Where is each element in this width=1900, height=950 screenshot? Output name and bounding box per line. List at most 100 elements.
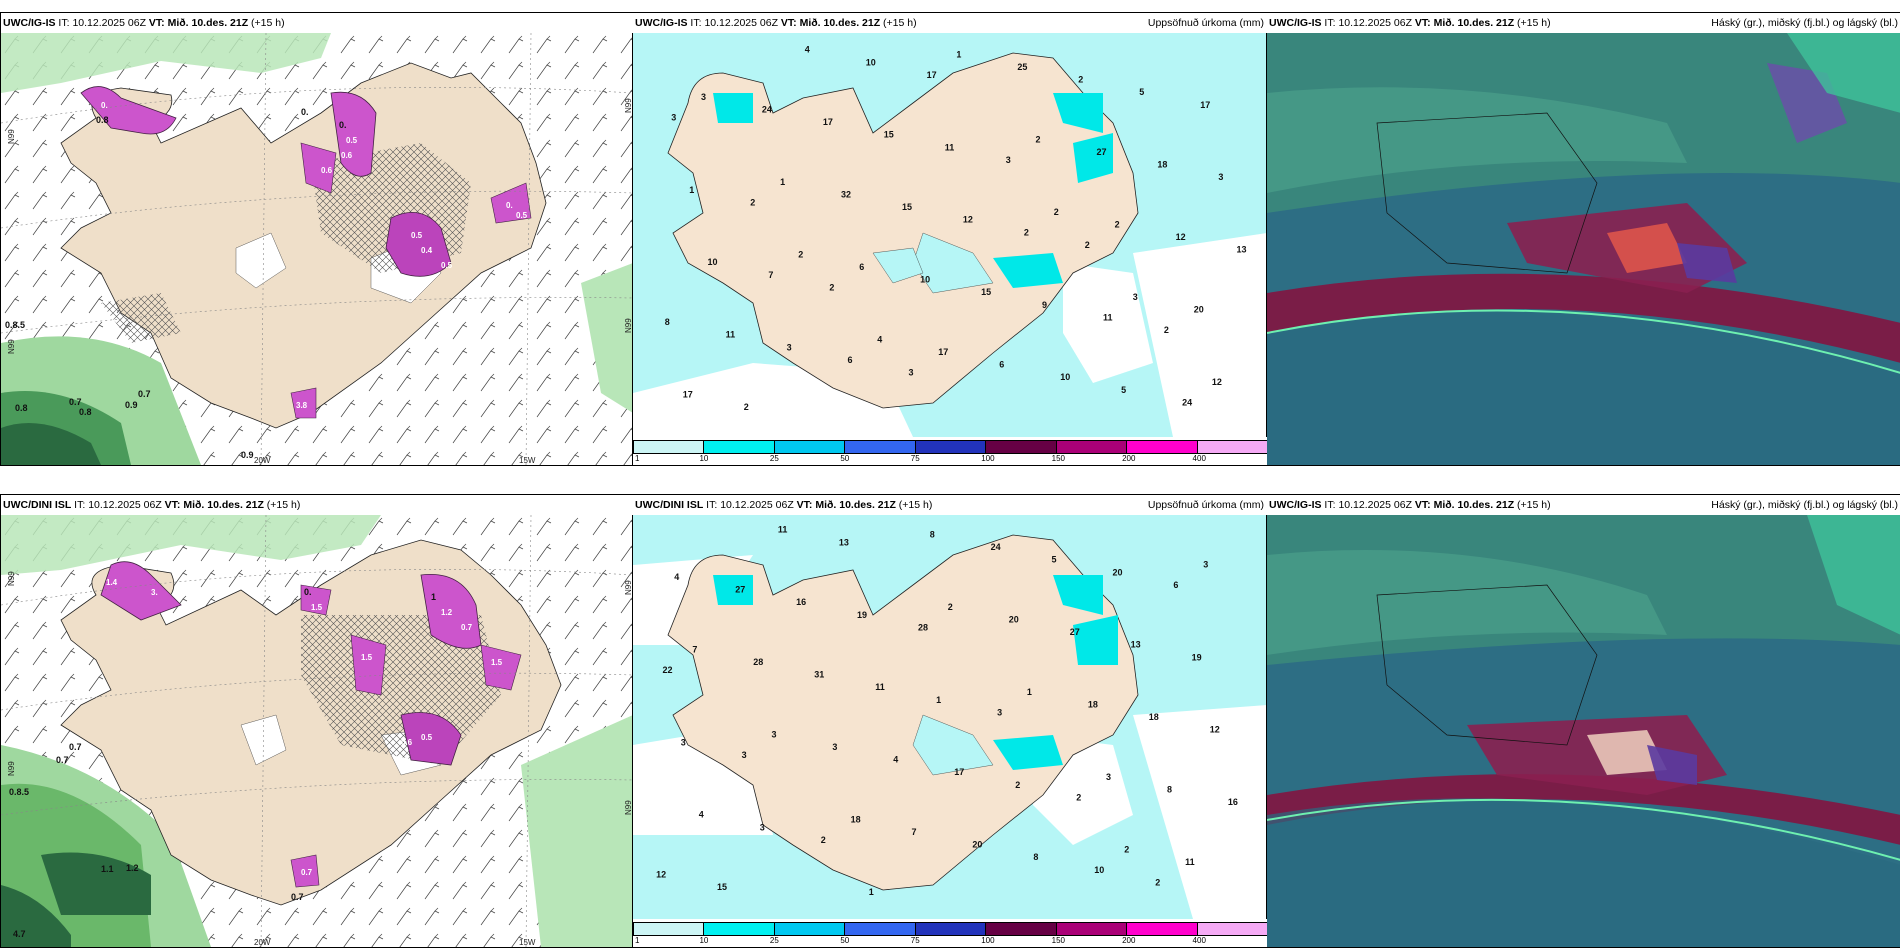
lon-label: 15W: [519, 456, 536, 465]
precip-value: 3: [832, 742, 837, 752]
value-label: 0.5: [421, 733, 433, 742]
colorbar-tick: 150: [1051, 454, 1066, 463]
valid-time: Mið. 10.des. 21Z: [183, 499, 264, 511]
colorbar-swatch: [914, 440, 987, 454]
precip-value: 1: [689, 185, 694, 195]
colorbar-tick: 25: [769, 454, 779, 463]
colorbar-swatch: [703, 922, 775, 936]
colorbar-tick: 200: [1122, 454, 1136, 463]
precip-value: 1: [869, 887, 874, 897]
model-name: UWC/IG-IS: [1269, 499, 1322, 511]
precip-value: 3: [701, 92, 706, 102]
precip-value: 8: [665, 317, 670, 327]
valid-time: Mið. 10.des. 21Z: [1433, 17, 1515, 29]
precip-value: 2: [948, 602, 953, 612]
value-label: 1.2: [441, 608, 453, 617]
precip-map: [633, 33, 1267, 437]
precip-value: 3: [1218, 172, 1223, 182]
lead-time: (+15 h): [1517, 17, 1551, 29]
panel-precip-bottom: UWC/DINI ISL IT: 10.12.2025 06Z VT: Mið.…: [632, 494, 1268, 948]
colorbar-swatch: [985, 440, 1057, 454]
precip-value: 4: [674, 572, 679, 582]
precip-value: 4: [893, 755, 898, 765]
precip-value: 18: [1149, 712, 1159, 722]
precip-value: 5: [1052, 555, 1057, 565]
precip-value: 9: [1042, 300, 1047, 310]
precip-value: 2: [750, 197, 755, 207]
value-label: 0.8.5: [9, 787, 29, 797]
cloud-title: Háský (gr.), miðský (fj.bl.) og lágský (…: [1711, 499, 1898, 511]
precip-value: 6: [1173, 580, 1178, 590]
colorbar-tick: 50: [840, 454, 850, 463]
model-name: UWC/DINI ISL: [635, 499, 704, 511]
lat-label: N99: [624, 98, 633, 113]
value-label: 1.5: [311, 603, 323, 612]
lat-label: N99: [624, 800, 633, 815]
precip-value: 2: [1155, 877, 1160, 887]
lat-label: N99: [7, 339, 16, 354]
panel-header: UWC/DINI ISL IT: 10.12.2025 06Z VT: Mið.…: [1, 495, 633, 515]
precip-value: 2: [1054, 207, 1059, 217]
value-label: 1.1: [101, 864, 114, 874]
precip-value: 3: [1133, 292, 1138, 302]
value-label: 0.6: [321, 166, 333, 175]
panel-cloud-bottom: UWC/IG-IS IT: 10.12.2025 06Z VT: Mið. 10…: [1266, 494, 1900, 948]
precip-value: 10: [1094, 865, 1104, 875]
init-time: 10.12.2025 06Z: [1338, 17, 1412, 29]
lat-label: N99: [624, 580, 633, 595]
precip-value: 11: [1103, 312, 1113, 322]
precip-value-layer: 3222233172461172111171053910123155410111…: [665, 45, 1247, 412]
precip-value: 3: [742, 750, 747, 760]
valid-time: Mið. 10.des. 21Z: [167, 17, 249, 29]
model-name: UWC/IG-IS: [3, 17, 56, 29]
colorbar-tick: 100: [981, 936, 995, 945]
precip-value: 20: [972, 840, 982, 850]
precip-value: 15: [884, 130, 894, 140]
precip-value: 20: [1009, 614, 1019, 624]
init-time: 10.12.2025 06Z: [72, 17, 146, 29]
value-label: 1.5: [361, 653, 373, 662]
precip-map: [633, 515, 1267, 919]
colorbar-swatch: [1126, 922, 1198, 936]
precip-value: 6: [999, 360, 1004, 370]
value-label: 1.2: [126, 863, 139, 873]
cloud-map: [1267, 33, 1900, 465]
cloud-map: [1267, 515, 1900, 947]
precip-value: 6: [848, 355, 853, 365]
precip-value: 2: [1076, 792, 1081, 802]
valid-time: Mið. 10.des. 21Z: [815, 499, 896, 511]
colorbar-tick: 1: [635, 454, 640, 463]
precip-value: 15: [902, 202, 912, 212]
precip-value: 7: [692, 644, 697, 654]
precip-value: 2: [821, 835, 826, 845]
value-label: 1.4: [106, 578, 118, 587]
precip-value: 11: [945, 142, 955, 152]
precip-map-svg: [633, 33, 1267, 437]
colorbar-tick: 100: [981, 454, 995, 463]
colorbar-swatch: [844, 440, 916, 454]
precip-value: 13: [839, 537, 849, 547]
value-label: 0.: [339, 120, 347, 130]
value-label: 0.5: [346, 136, 358, 145]
colorbar-tick: 400: [1192, 936, 1206, 945]
panel-header: UWC/IG-IS IT: 10.12.2025 06Z VT: Mið. 10…: [1267, 13, 1900, 33]
value-label: 0.7: [69, 397, 82, 407]
precip-value: 18: [851, 814, 861, 824]
precip-value: 19: [1192, 652, 1202, 662]
colorbar-swatch: [703, 440, 775, 454]
precip-value: 10: [920, 275, 930, 285]
wind-map: N99 N99 N99 N99 20W 15W 0.7 0.7 0.8.5 1.…: [1, 515, 633, 947]
precip-value: 2: [1124, 844, 1129, 854]
precip-value: 18: [1157, 160, 1167, 170]
precip-value: 25: [1017, 62, 1027, 72]
precip-value: 3: [997, 707, 1002, 717]
precip-value: 2: [829, 283, 834, 293]
lon-label: 15W: [519, 938, 536, 947]
lat-label: N99: [624, 318, 633, 333]
value-label: 0.8: [96, 115, 109, 125]
precip-value: 1: [936, 695, 941, 705]
wind-map-svg: N99 N99 N99 N99 20W 15W 0.7 0.7 0.8.5 1.…: [1, 515, 633, 947]
model-name: UWC/IG-IS: [1269, 17, 1322, 29]
precip-value: 3: [760, 822, 765, 832]
colorbar-swatch: [844, 922, 916, 936]
